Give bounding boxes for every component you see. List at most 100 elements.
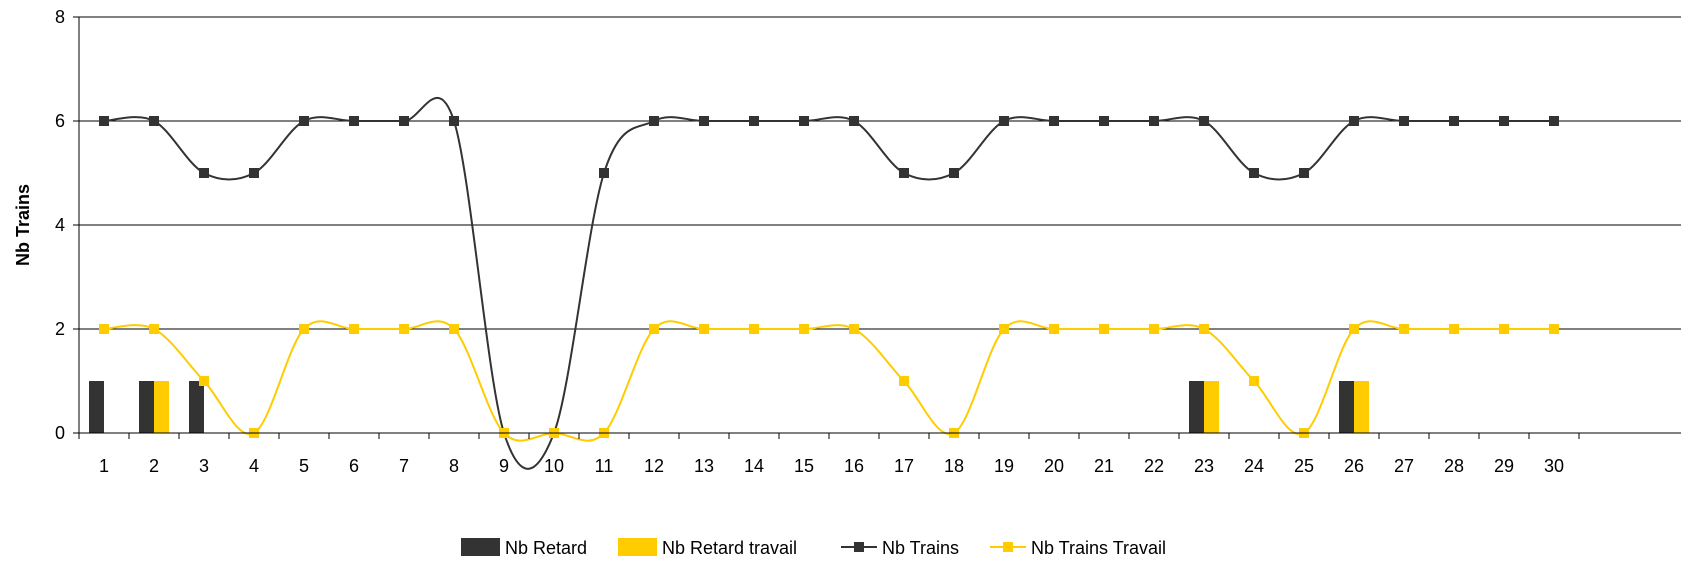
point-nb-trains-27 bbox=[1399, 116, 1409, 126]
legend-marker-nb-trains-travail bbox=[1003, 542, 1013, 552]
x-tick-label-25: 25 bbox=[1294, 456, 1314, 476]
point-nb-trains-2 bbox=[149, 116, 159, 126]
point-nb-trains-17 bbox=[899, 168, 909, 178]
point-nb-trains-7 bbox=[399, 116, 409, 126]
point-nb-trains-travail-23 bbox=[1199, 324, 1209, 334]
point-nb-trains-travail-8 bbox=[449, 324, 459, 334]
point-nb-trains-travail-22 bbox=[1149, 324, 1159, 334]
bar-layer bbox=[89, 381, 1369, 433]
x-tick-label-16: 16 bbox=[844, 456, 864, 476]
legend-swatch-nb-retard-travail bbox=[618, 538, 657, 556]
point-nb-trains-travail-16 bbox=[849, 324, 859, 334]
point-nb-trains-travail-19 bbox=[999, 324, 1009, 334]
point-nb-trains-20 bbox=[1049, 116, 1059, 126]
bar-nb-retard-2 bbox=[139, 381, 154, 433]
point-nb-trains-22 bbox=[1149, 116, 1159, 126]
point-nb-trains-18 bbox=[949, 168, 959, 178]
point-nb-trains-travail-5 bbox=[299, 324, 309, 334]
x-tick-label-10: 10 bbox=[544, 456, 564, 476]
point-nb-trains-23 bbox=[1199, 116, 1209, 126]
point-nb-trains-travail-1 bbox=[99, 324, 109, 334]
x-tick-label-19: 19 bbox=[994, 456, 1014, 476]
point-nb-trains-travail-12 bbox=[649, 324, 659, 334]
x-tick-label-27: 27 bbox=[1394, 456, 1414, 476]
point-nb-trains-11 bbox=[599, 168, 609, 178]
point-nb-trains-travail-29 bbox=[1499, 324, 1509, 334]
point-nb-trains-5 bbox=[299, 116, 309, 126]
x-tick-label-26: 26 bbox=[1344, 456, 1364, 476]
point-nb-trains-8 bbox=[449, 116, 459, 126]
point-nb-trains-6 bbox=[349, 116, 359, 126]
bar-nb-retard-1 bbox=[89, 381, 104, 433]
point-nb-trains-25 bbox=[1299, 168, 1309, 178]
bar-nb-retard-3 bbox=[189, 381, 204, 433]
point-nb-trains-16 bbox=[849, 116, 859, 126]
line-layer bbox=[99, 96, 1559, 470]
point-nb-trains-travail-14 bbox=[749, 324, 759, 334]
point-nb-trains-travail-26 bbox=[1349, 324, 1359, 334]
point-nb-trains-travail-13 bbox=[699, 324, 709, 334]
legend-label-nb-trains-travail: Nb Trains Travail bbox=[1031, 538, 1166, 558]
point-nb-trains-26 bbox=[1349, 116, 1359, 126]
grid-layer bbox=[79, 16, 1681, 330]
bar-nb-retard-travail-2 bbox=[154, 381, 169, 433]
line-nb-trains-travail bbox=[103, 320, 1554, 442]
point-nb-trains-28 bbox=[1449, 116, 1459, 126]
x-tick-label-5: 5 bbox=[299, 456, 309, 476]
point-nb-trains-19 bbox=[999, 116, 1009, 126]
point-nb-trains-travail-28 bbox=[1449, 324, 1459, 334]
bar-nb-retard-travail-26 bbox=[1354, 381, 1369, 433]
point-nb-trains-3 bbox=[199, 168, 209, 178]
point-nb-trains-4 bbox=[249, 168, 259, 178]
x-tick-label-3: 3 bbox=[199, 456, 209, 476]
point-nb-trains-29 bbox=[1499, 116, 1509, 126]
point-nb-trains-21 bbox=[1099, 116, 1109, 126]
legend-marker-nb-trains bbox=[854, 542, 864, 552]
y-axis-label: Nb Trains bbox=[13, 184, 33, 266]
x-tick-label-8: 8 bbox=[449, 456, 459, 476]
point-nb-trains-14 bbox=[749, 116, 759, 126]
bar-nb-retard-26 bbox=[1339, 381, 1354, 433]
point-nb-trains-travail-17 bbox=[899, 376, 909, 386]
y-tick-label-6: 6 bbox=[55, 111, 65, 131]
point-nb-trains-1 bbox=[99, 116, 109, 126]
x-tick-label-9: 9 bbox=[499, 456, 509, 476]
y-tick-label-2: 2 bbox=[55, 319, 65, 339]
legend-swatch-nb-retard bbox=[461, 538, 500, 556]
x-tick-label-14: 14 bbox=[744, 456, 764, 476]
x-tick-label-24: 24 bbox=[1244, 456, 1264, 476]
x-tick-label-17: 17 bbox=[894, 456, 914, 476]
point-nb-trains-24 bbox=[1249, 168, 1259, 178]
legend: Nb Retard Nb Retard travail Nb Trains Nb Tr… bbox=[461, 538, 1166, 558]
x-tick-label-6: 6 bbox=[349, 456, 359, 476]
point-nb-trains-travail-2 bbox=[149, 324, 159, 334]
y-tick-label-0: 0 bbox=[55, 423, 65, 443]
point-nb-trains-15 bbox=[799, 116, 809, 126]
x-tick-label-1: 1 bbox=[99, 456, 109, 476]
point-nb-trains-30 bbox=[1549, 116, 1559, 126]
bar-nb-retard-travail-23 bbox=[1204, 381, 1219, 433]
x-tick-label-7: 7 bbox=[399, 456, 409, 476]
point-nb-trains-12 bbox=[649, 116, 659, 126]
x-tick-label-29: 29 bbox=[1494, 456, 1514, 476]
x-tick-label-28: 28 bbox=[1444, 456, 1464, 476]
x-tick-label-13: 13 bbox=[694, 456, 714, 476]
point-nb-trains-travail-24 bbox=[1249, 376, 1259, 386]
point-nb-trains-travail-3 bbox=[199, 376, 209, 386]
legend-label-nb-retard-travail: Nb Retard travail bbox=[662, 538, 797, 558]
x-tick-label-30: 30 bbox=[1544, 456, 1564, 476]
x-tick-label-12: 12 bbox=[644, 456, 664, 476]
y-tick-label-4: 4 bbox=[55, 215, 65, 235]
legend-label-nb-retard: Nb Retard bbox=[505, 538, 587, 558]
line-nb-trains bbox=[103, 96, 1554, 470]
point-nb-trains-travail-27 bbox=[1399, 324, 1409, 334]
point-nb-trains-travail-7 bbox=[399, 324, 409, 334]
point-nb-trains-travail-15 bbox=[799, 324, 809, 334]
x-tick-label-18: 18 bbox=[944, 456, 964, 476]
x-tick-label-21: 21 bbox=[1094, 456, 1114, 476]
point-nb-trains-13 bbox=[699, 116, 709, 126]
point-nb-trains-travail-20 bbox=[1049, 324, 1059, 334]
x-tick-label-4: 4 bbox=[249, 456, 259, 476]
